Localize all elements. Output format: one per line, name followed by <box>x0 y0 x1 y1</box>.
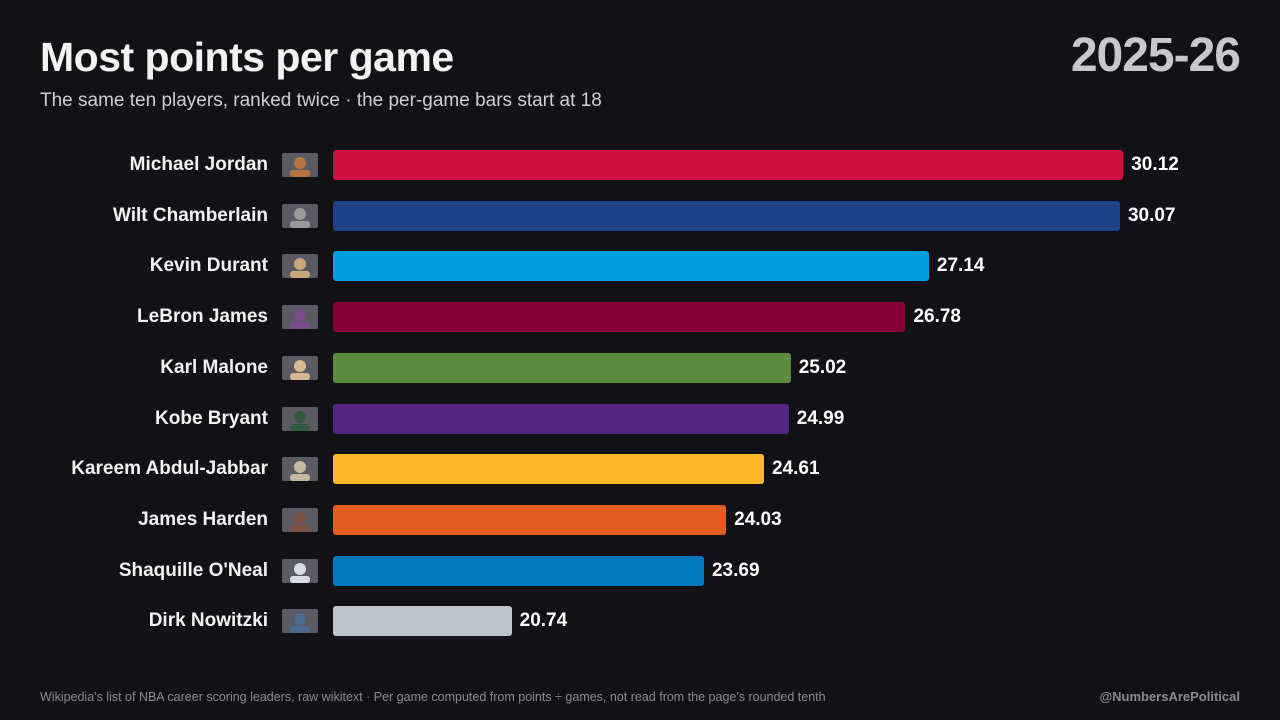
value-label: 24.99 <box>796 407 845 429</box>
value-label: 26.78 <box>913 306 961 328</box>
player-photo <box>282 558 318 583</box>
value-label: 24.61 <box>771 458 820 480</box>
bar-row: James Harden 24.03 <box>0 503 1280 537</box>
season-label: 2025-26 <box>1070 29 1241 82</box>
bar-row: Dirk Nowitzki 20.74 <box>0 604 1280 638</box>
value-label: 25.02 <box>798 356 847 378</box>
bar-row: Karl Malone 25.02 <box>0 351 1280 385</box>
bar-row: Kareem Abdul-Jabbar 24.61 <box>0 452 1280 486</box>
bar-row: LeBron James 26.78 <box>0 300 1280 334</box>
bar <box>333 251 929 282</box>
chart-subtitle: The same ten players, ranked twice · the… <box>40 90 602 111</box>
bar <box>333 606 512 637</box>
bar <box>333 150 1124 180</box>
bar <box>333 302 906 333</box>
bar-chart: Michael Jordan 30.12 Wilt Chamberlain 30.07… <box>0 148 1280 648</box>
player-photo <box>282 609 318 634</box>
value-label: 20.74 <box>519 610 568 632</box>
player-name-label: Dirk Nowitzki <box>148 610 268 632</box>
player-name-label: James Harden <box>138 508 268 530</box>
bar <box>333 454 764 485</box>
player-photo <box>282 153 318 177</box>
player-name-label: Karl Malone <box>160 356 268 378</box>
credit-handle: @NumbersArePolitical <box>1099 689 1240 704</box>
bar <box>333 555 704 586</box>
bar-row: Michael Jordan 30.12 <box>0 148 1280 182</box>
player-photo <box>282 305 318 330</box>
value-label: 27.14 <box>936 255 985 277</box>
player-photo <box>282 355 318 380</box>
chart-title: Most points per game <box>40 34 454 80</box>
value-label: 23.69 <box>711 559 760 581</box>
bar <box>333 200 1120 231</box>
player-photo <box>282 203 318 228</box>
player-photo <box>282 254 318 279</box>
bar <box>333 504 727 535</box>
bar <box>333 403 789 434</box>
player-name-label: LeBron James <box>137 306 268 328</box>
player-name-label: Wilt Chamberlain <box>112 204 268 226</box>
value-label: 30.12 <box>1131 154 1179 175</box>
player-name-label: Kobe Bryant <box>155 407 268 429</box>
bar-row: Wilt Chamberlain 30.07 <box>0 199 1280 233</box>
player-name-label: Shaquille O'Neal <box>118 559 268 581</box>
player-name-label: Kareem Abdul-Jabbar <box>71 458 268 480</box>
source-note: Wikipedia's list of NBA career scoring l… <box>40 690 826 704</box>
player-name-label: Michael Jordan <box>129 154 268 175</box>
value-label: 24.03 <box>734 508 782 530</box>
player-name-label: Kevin Durant <box>149 255 268 277</box>
player-photo <box>282 507 318 532</box>
player-photo <box>282 406 318 431</box>
bar-row: Kevin Durant 27.14 <box>0 249 1280 283</box>
bar <box>333 352 791 383</box>
bar-row: Shaquille O'Neal 23.69 <box>0 554 1280 588</box>
bar-row: Kobe Bryant 24.99 <box>0 402 1280 436</box>
value-label: 30.07 <box>1127 204 1176 226</box>
player-photo <box>282 457 318 482</box>
